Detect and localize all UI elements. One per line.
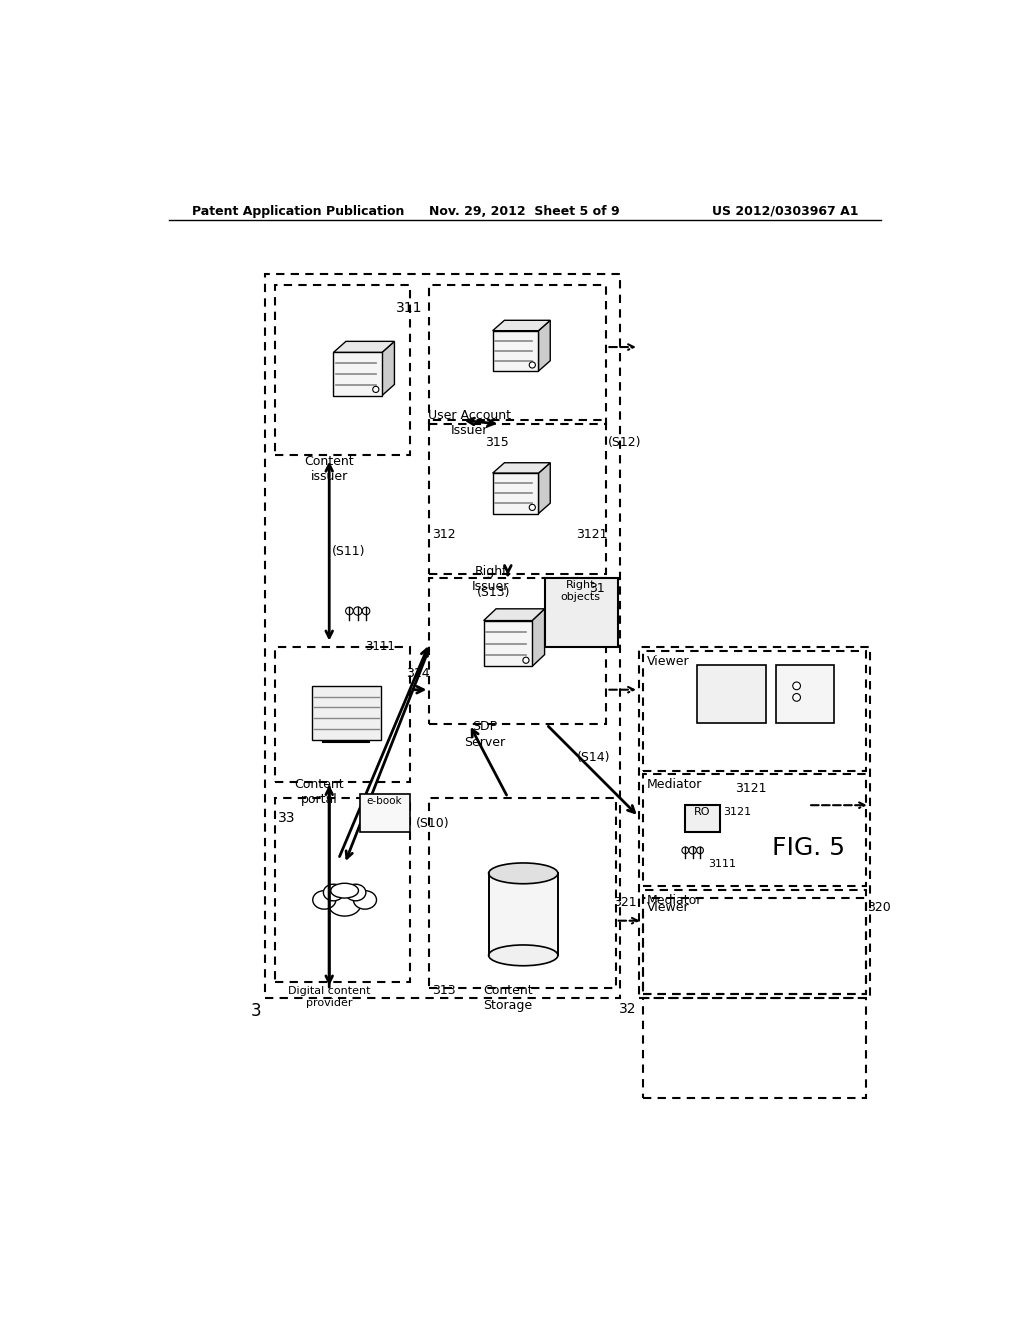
Text: 3111: 3111 — [366, 640, 395, 652]
Text: 3111: 3111 — [708, 859, 736, 869]
Polygon shape — [382, 342, 394, 396]
Text: 320: 320 — [867, 902, 891, 915]
Text: 31: 31 — [589, 582, 604, 595]
Circle shape — [529, 504, 536, 511]
Text: 3121: 3121 — [575, 528, 607, 541]
Ellipse shape — [312, 891, 336, 909]
Bar — [643, 651, 866, 771]
Text: 313: 313 — [432, 983, 456, 997]
Text: US 2012/0303967 A1: US 2012/0303967 A1 — [712, 205, 858, 218]
Bar — [275, 647, 410, 781]
Text: Mediator: Mediator — [646, 894, 701, 907]
Text: Viewer: Viewer — [646, 902, 689, 915]
Bar — [275, 797, 410, 982]
Bar — [639, 647, 869, 998]
Text: Content
Storage: Content Storage — [483, 983, 532, 1012]
Text: Mediator: Mediator — [646, 779, 701, 791]
Text: 3: 3 — [251, 1002, 261, 1019]
Bar — [360, 793, 410, 832]
Text: 321: 321 — [612, 896, 637, 909]
Text: Nov. 29, 2012  Sheet 5 of 9: Nov. 29, 2012 Sheet 5 of 9 — [429, 205, 621, 218]
Bar — [643, 898, 866, 994]
Text: 312: 312 — [432, 528, 456, 541]
Text: Right
Issuer: Right Issuer — [472, 565, 510, 593]
Bar — [275, 285, 410, 455]
Polygon shape — [493, 463, 550, 473]
Bar — [429, 420, 606, 574]
Circle shape — [689, 846, 696, 854]
Circle shape — [346, 607, 353, 615]
Text: 3121: 3121 — [735, 781, 767, 795]
Circle shape — [529, 362, 536, 368]
Ellipse shape — [329, 892, 360, 916]
Bar — [493, 331, 539, 371]
Text: (S14): (S14) — [578, 751, 610, 764]
Text: User Account
Issuer: User Account Issuer — [428, 409, 511, 437]
Text: Right
objects: Right objects — [560, 581, 600, 602]
Bar — [643, 775, 866, 886]
Bar — [776, 665, 834, 723]
Text: e-book: e-book — [367, 796, 402, 807]
Text: Patent Application Publication: Patent Application Publication — [193, 205, 404, 218]
Text: Digital content
provider: Digital content provider — [288, 986, 371, 1007]
Ellipse shape — [324, 884, 344, 900]
Bar — [483, 620, 532, 667]
Circle shape — [353, 607, 361, 615]
Text: FIG. 5: FIG. 5 — [772, 836, 845, 861]
Polygon shape — [532, 609, 545, 667]
Bar — [429, 285, 606, 424]
Ellipse shape — [345, 884, 366, 900]
Text: 33: 33 — [279, 812, 296, 825]
Bar — [429, 797, 615, 989]
Ellipse shape — [331, 883, 358, 898]
Ellipse shape — [353, 891, 377, 909]
Text: (S10): (S10) — [416, 817, 450, 830]
Text: 3121: 3121 — [724, 807, 752, 817]
Circle shape — [793, 682, 801, 690]
Circle shape — [793, 693, 801, 701]
Bar — [265, 275, 620, 998]
Circle shape — [682, 847, 688, 854]
Text: Content
portal: Content portal — [294, 779, 344, 807]
Bar — [429, 578, 606, 725]
Bar — [545, 578, 617, 647]
Ellipse shape — [488, 945, 558, 966]
Circle shape — [696, 847, 703, 854]
Text: 315: 315 — [484, 436, 509, 449]
Polygon shape — [483, 609, 545, 620]
Polygon shape — [539, 463, 550, 513]
Text: (S13): (S13) — [477, 586, 511, 599]
Circle shape — [373, 387, 379, 392]
Bar — [493, 473, 539, 513]
Bar — [334, 352, 382, 396]
Text: 311: 311 — [396, 301, 423, 315]
Text: Viewer: Viewer — [646, 655, 689, 668]
Text: (S11): (S11) — [333, 545, 366, 557]
Ellipse shape — [488, 863, 558, 884]
Polygon shape — [539, 321, 550, 371]
Text: 314: 314 — [407, 667, 430, 680]
Bar — [685, 805, 720, 832]
Text: 32: 32 — [618, 1002, 637, 1015]
Circle shape — [523, 657, 529, 664]
Text: (S12): (S12) — [608, 436, 641, 449]
Bar — [311, 686, 381, 739]
Text: SDP
Server: SDP Server — [464, 721, 505, 748]
Bar — [696, 665, 766, 723]
Text: Content
issuer: Content issuer — [304, 455, 354, 483]
Bar — [643, 890, 866, 994]
Polygon shape — [493, 321, 550, 331]
Bar — [488, 874, 558, 956]
Bar — [643, 998, 866, 1098]
Polygon shape — [334, 342, 394, 352]
Circle shape — [362, 607, 370, 615]
Text: RO: RO — [693, 807, 711, 817]
